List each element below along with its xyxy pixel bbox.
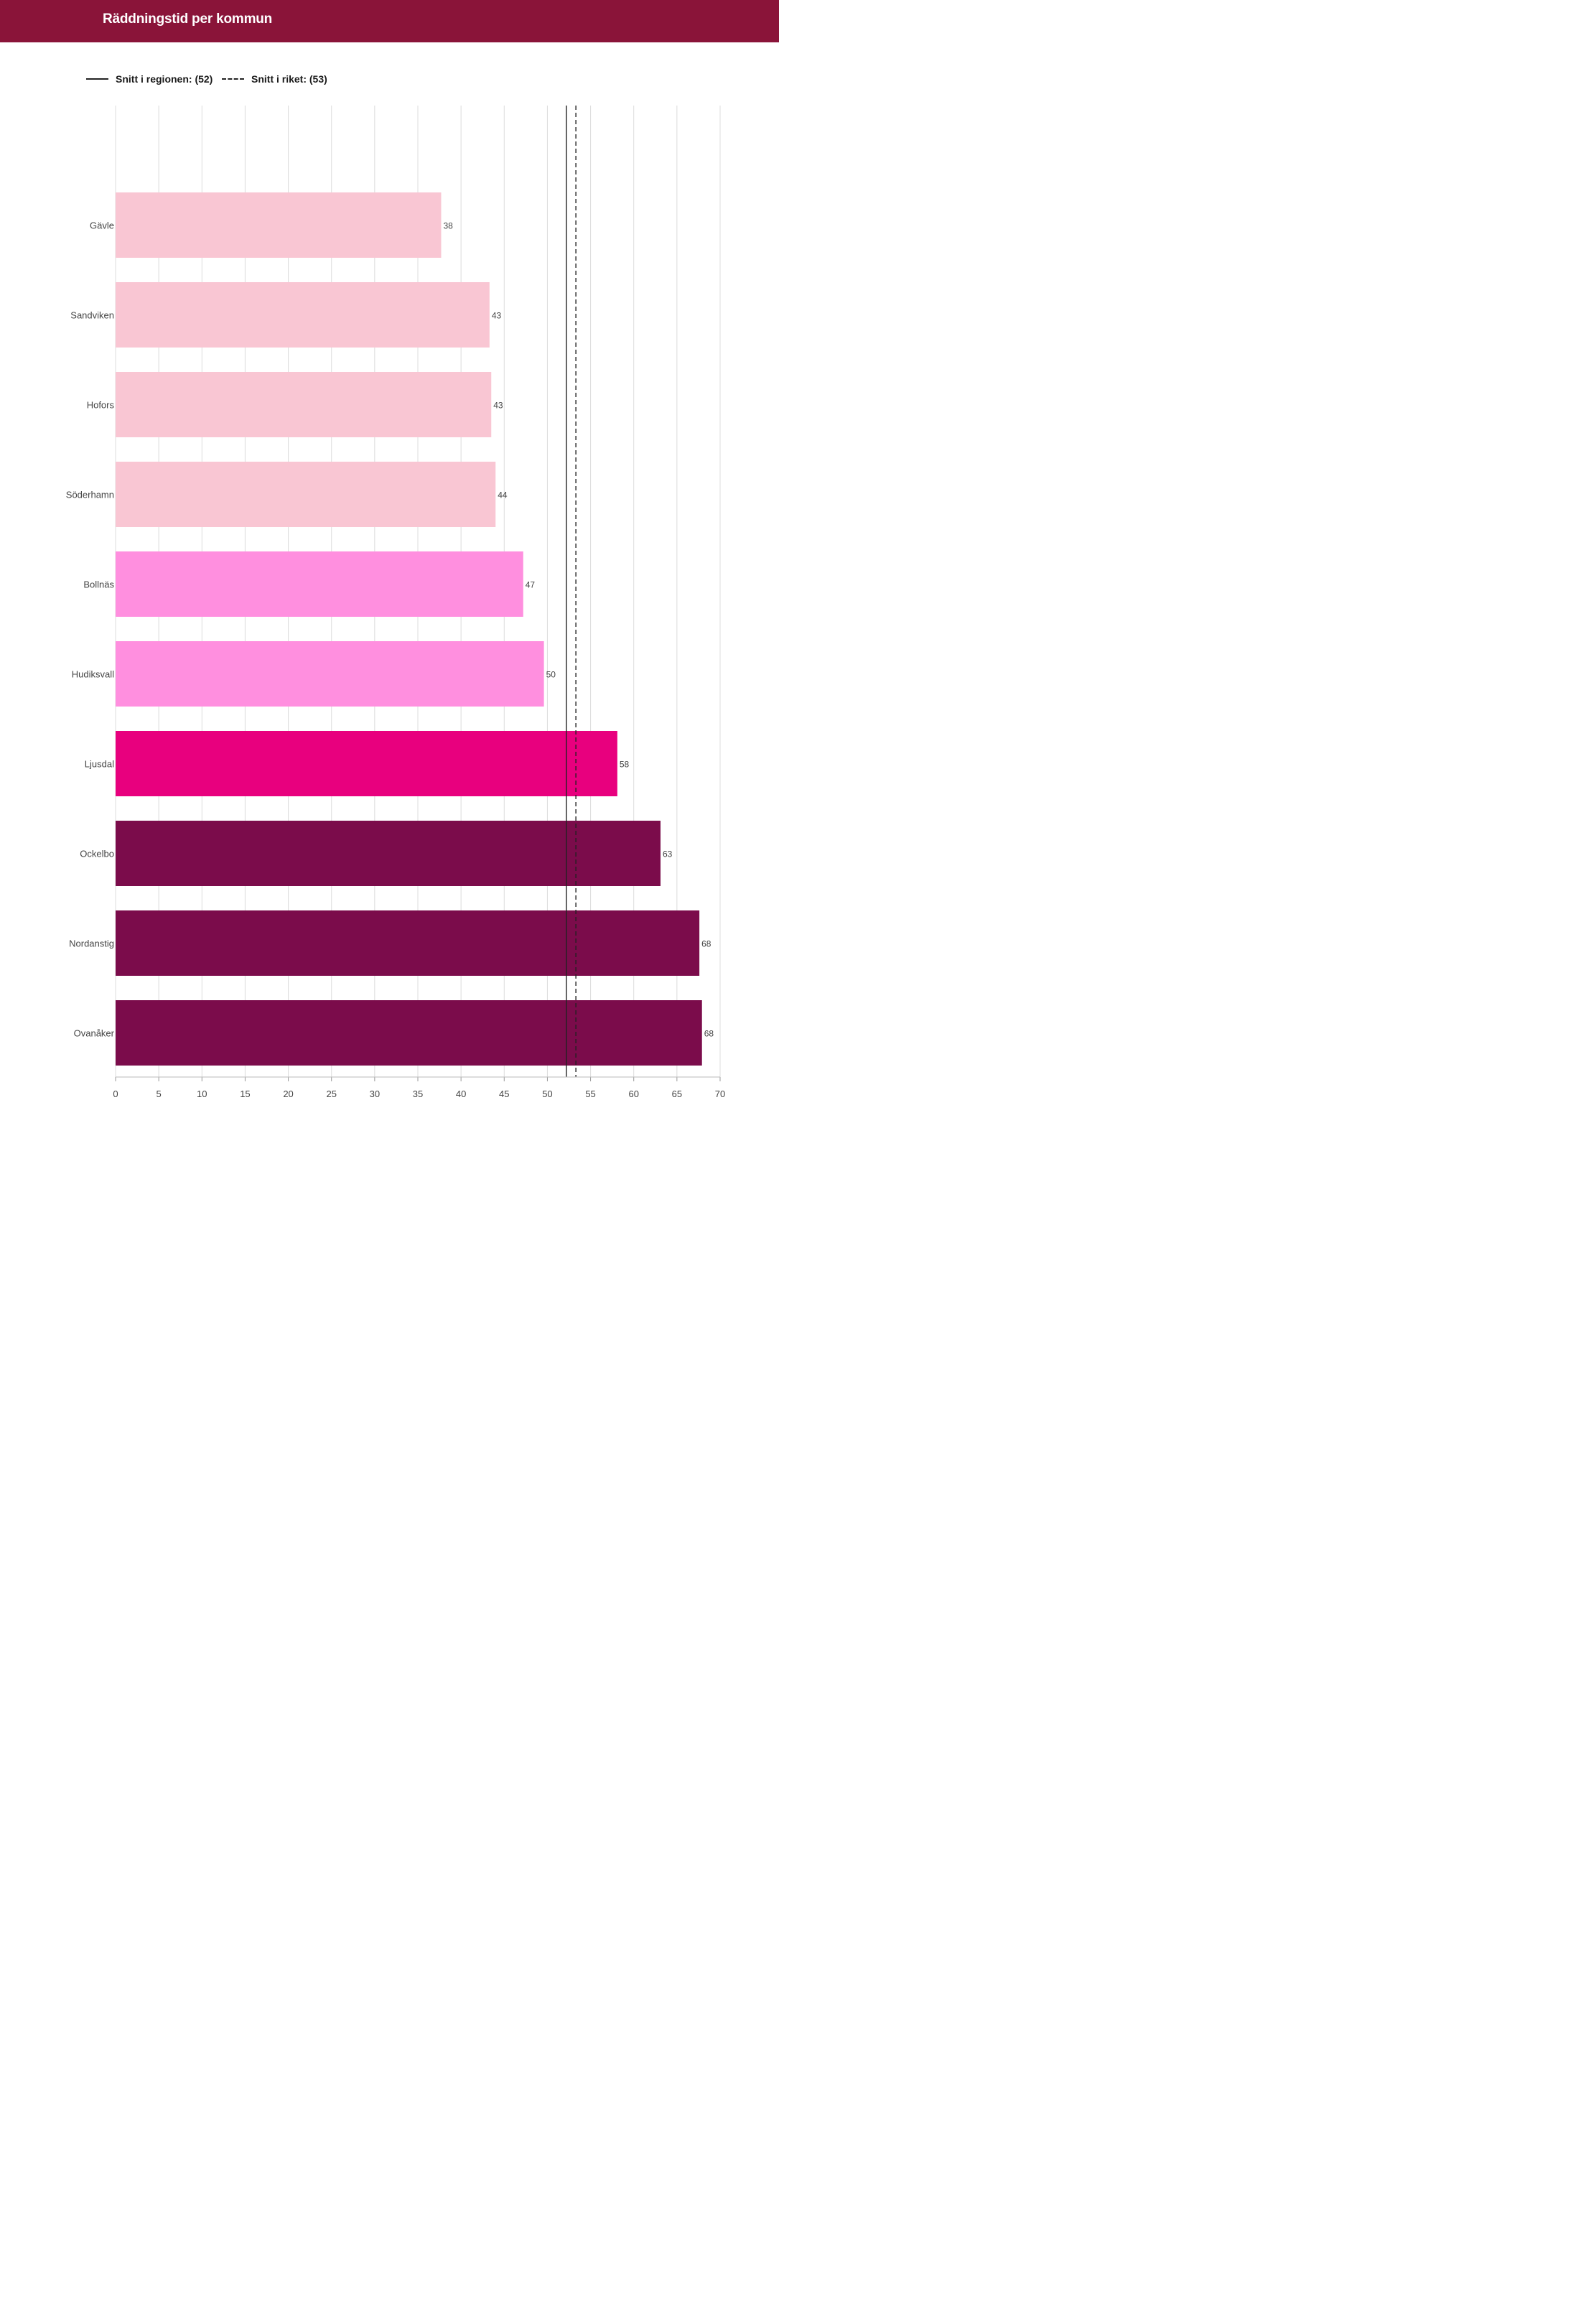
value-label: 38: [443, 221, 453, 231]
value-label: 58: [620, 760, 630, 770]
x-axis: 0 5 10 15 20 25 30 35 40 45 50 55 60 65 70: [113, 1076, 725, 1099]
bar: [116, 731, 617, 796]
bar: [116, 910, 700, 976]
reference-lines: [566, 106, 577, 1077]
category-label: Hudiksvall: [72, 669, 114, 680]
x-tick-label: 45: [499, 1089, 509, 1099]
header-bar: Räddningstid per kommun: [0, 0, 779, 42]
value-label: 50: [546, 670, 556, 680]
category-label: Söderhamn: [66, 490, 114, 500]
value-labels: 38 43 43 44 47 50 58 63 68 68: [443, 221, 714, 1039]
bar-chart: 0 5 10 15 20 25 30 35 40 45 50 55 60 65 70 Gävle Sandvi…: [66, 106, 725, 1099]
value-label: 68: [704, 1029, 714, 1039]
value-label: 44: [498, 490, 508, 500]
bar: [116, 551, 523, 617]
category-labels: Gävle Sandviken Hofors Söderhamn Bollnäs Hudi…: [66, 220, 115, 1039]
category-label: Bollnäs: [83, 579, 114, 590]
x-tick-label: 50: [542, 1089, 552, 1099]
x-tick-label: 15: [240, 1089, 250, 1099]
x-tick-label: 65: [672, 1089, 682, 1099]
category-label: Nordanstig: [69, 938, 114, 949]
value-label: 47: [526, 580, 536, 590]
legend-label-country: Snitt i riket: (53): [251, 73, 327, 85]
x-tick-label: 0: [113, 1089, 118, 1099]
bar: [116, 282, 490, 348]
category-label: Ovanåker: [74, 1028, 115, 1039]
legend-label-region: Snitt i regionen: (52): [116, 73, 213, 85]
bar: [116, 1000, 702, 1066]
x-tick-label: 55: [585, 1089, 595, 1099]
value-label: 43: [492, 311, 502, 321]
chart-title: Räddningstid per kommun: [103, 11, 273, 27]
x-tick-label: 35: [413, 1089, 423, 1099]
x-tick-label: 10: [197, 1089, 207, 1099]
legend-dashed-line-icon: [222, 78, 244, 80]
legend-solid-line-icon: [86, 78, 108, 80]
x-tick-label: 20: [283, 1089, 293, 1099]
x-tick-label: 60: [628, 1089, 638, 1099]
x-tick-label: 70: [715, 1089, 725, 1099]
x-tick-label: 25: [326, 1089, 336, 1099]
category-label: Sandviken: [70, 310, 114, 321]
x-tick-label: 5: [157, 1089, 162, 1099]
x-tick-label: 30: [370, 1089, 380, 1099]
bar: [116, 192, 442, 258]
bar: [116, 821, 661, 886]
bar: [116, 641, 544, 707]
x-tick-label: 40: [456, 1089, 466, 1099]
bars: [116, 192, 702, 1066]
legend: Snitt i regionen: (52) Snitt i riket: (5…: [0, 0, 779, 101]
legend-item-country: Snitt i riket: (53): [222, 73, 327, 85]
category-label: Ljusdal: [85, 759, 114, 770]
value-label: 63: [663, 849, 673, 859]
bar: [116, 462, 496, 527]
bar: [116, 372, 492, 437]
category-label: Hofors: [87, 400, 115, 411]
category-label: Gävle: [90, 220, 114, 231]
legend-item-region: Snitt i regionen: (52): [86, 73, 213, 85]
value-label: 68: [701, 939, 711, 949]
category-label: Ockelbo: [80, 849, 114, 859]
value-label: 43: [493, 401, 503, 411]
